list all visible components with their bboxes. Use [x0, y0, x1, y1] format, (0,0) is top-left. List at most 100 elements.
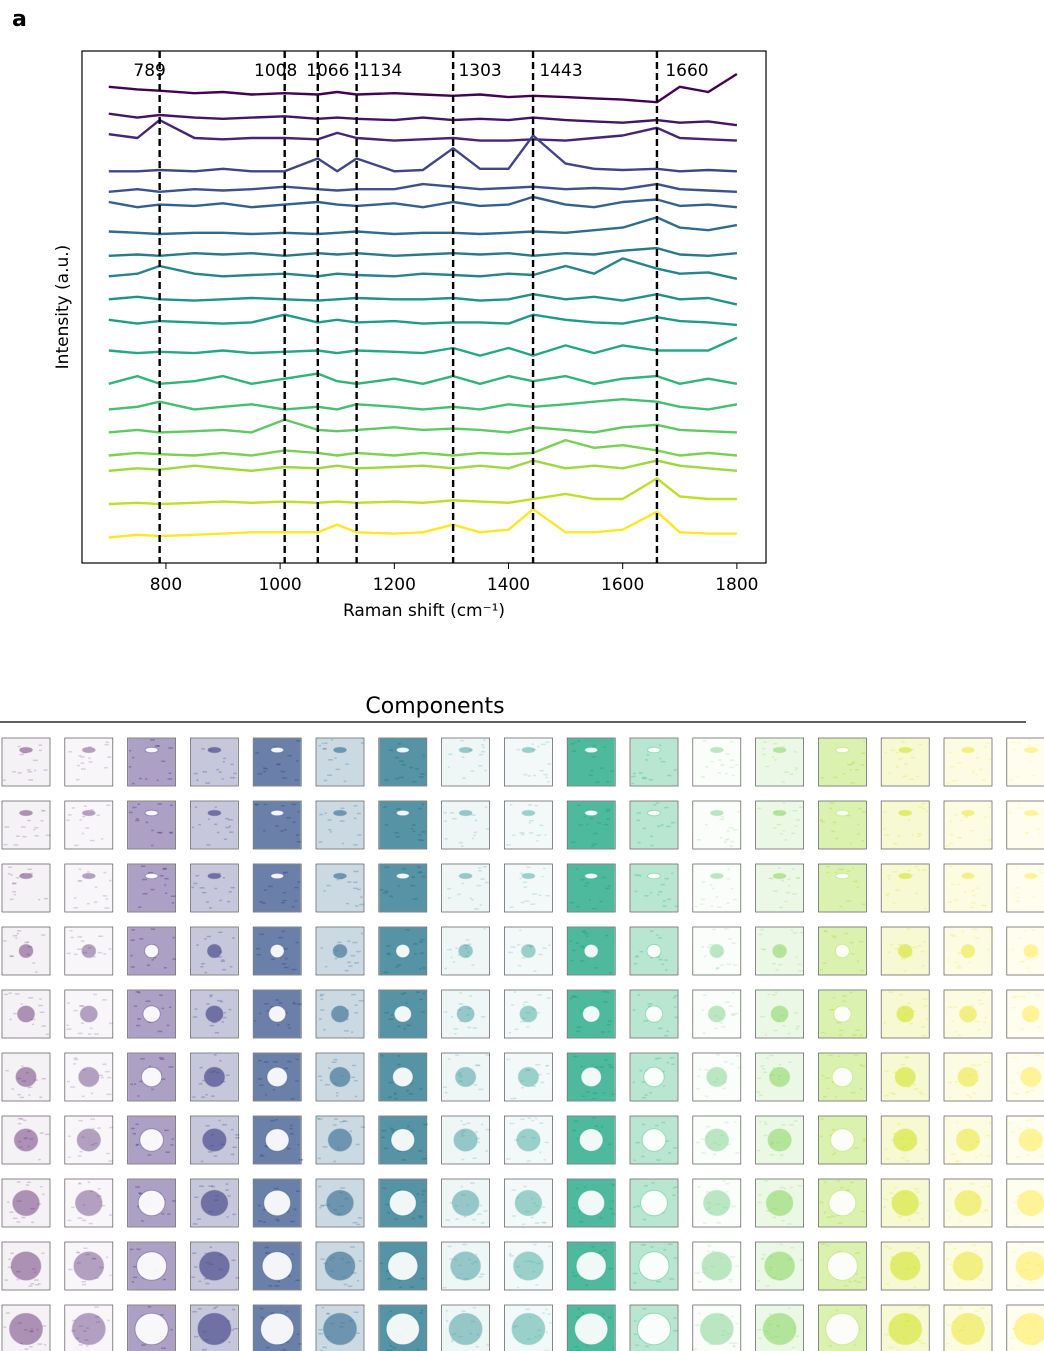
- thumb-noise: [728, 827, 733, 829]
- thumb-noise: [792, 868, 795, 870]
- component-thumbnail: [442, 1305, 490, 1351]
- thumb-noise: [951, 1021, 954, 1023]
- thumb-noise: [283, 892, 286, 894]
- thumb-noise: [644, 1185, 648, 1187]
- thumb-noise: [172, 958, 175, 960]
- thumb-noise: [979, 769, 983, 771]
- thumb-noise: [541, 744, 546, 746]
- thumb-noise: [634, 1160, 636, 1162]
- thumb-noise: [989, 1122, 991, 1124]
- thumb-noise: [758, 934, 762, 936]
- thumb-noise: [71, 1207, 74, 1209]
- thumb-noise: [780, 1244, 783, 1246]
- thumb-noise: [258, 773, 262, 775]
- thumb-noise: [481, 1124, 483, 1126]
- thumb-noise: [922, 869, 926, 871]
- component-thumbnail: [253, 1179, 301, 1227]
- component-thumbnail: [944, 1305, 992, 1351]
- thumb-cell: [388, 1252, 418, 1281]
- thumb-noise: [46, 835, 51, 837]
- thumb-noise: [353, 882, 358, 884]
- thumb-noise: [820, 1202, 823, 1204]
- thumb-noise: [573, 995, 575, 997]
- thumb-noise: [322, 748, 326, 750]
- thumb-noise: [651, 845, 654, 847]
- thumb-noise: [711, 761, 714, 763]
- thumb-noise: [142, 879, 147, 881]
- thumb-noise: [209, 1025, 214, 1027]
- thumb-noise: [824, 930, 827, 932]
- thumb-noise: [886, 895, 889, 897]
- thumb-noise: [719, 759, 722, 761]
- thumb-noise: [44, 769, 48, 771]
- spectrum-line: [109, 258, 737, 278]
- thumb-noise: [480, 878, 484, 880]
- thumb-noise: [951, 884, 956, 886]
- thumb-noise: [322, 743, 324, 745]
- thumb-noise: [545, 834, 547, 836]
- component-thumbnail: [881, 1242, 929, 1290]
- component-thumbnail: [944, 738, 992, 786]
- thumb-noise: [757, 1091, 761, 1093]
- thumb-noise: [19, 754, 24, 756]
- thumb-noise: [712, 888, 714, 890]
- thumb-noise: [405, 929, 410, 931]
- thumb-noise: [521, 834, 524, 836]
- thumb-noise: [826, 866, 830, 868]
- thumb-noise: [673, 997, 676, 999]
- thumb-noise: [225, 827, 229, 829]
- thumb-noise: [829, 808, 832, 810]
- thumb-noise: [455, 1054, 459, 1056]
- peak-label: 1066: [306, 61, 349, 81]
- thumb-noise: [68, 751, 72, 753]
- thumb-noise: [21, 1065, 23, 1067]
- thumb-noise: [327, 775, 332, 777]
- thumb-noise: [81, 1022, 84, 1024]
- thumb-noise: [672, 1195, 676, 1197]
- component-thumbnail: [944, 864, 992, 912]
- thumb-noise: [485, 1150, 488, 1152]
- thumb-cell: [389, 1190, 416, 1215]
- thumb-noise: [354, 1012, 357, 1014]
- thumb-noise: [523, 882, 527, 884]
- thumb-noise: [721, 816, 724, 818]
- thumb-noise: [74, 1059, 78, 1061]
- thumb-background: [3, 865, 50, 912]
- thumb-noise: [839, 1034, 842, 1036]
- thumb-cell: [644, 1067, 664, 1086]
- thumb-noise: [345, 970, 349, 972]
- thumb-noise: [271, 959, 275, 961]
- thumb-noise: [223, 1017, 227, 1019]
- thumb-noise: [948, 1217, 950, 1219]
- thumb-noise: [67, 1028, 72, 1030]
- thumb-noise: [781, 880, 784, 882]
- thumb-noise: [458, 1003, 463, 1005]
- thumb-noise: [12, 771, 16, 773]
- thumb-cell: [584, 944, 598, 957]
- thumb-noise: [277, 1024, 279, 1026]
- thumb-noise: [509, 1255, 514, 1257]
- thumb-noise: [218, 1120, 220, 1122]
- thumb-noise: [81, 940, 85, 942]
- thumb-noise: [510, 906, 514, 908]
- thumb-noise: [577, 1308, 580, 1310]
- thumb-noise: [419, 1217, 423, 1219]
- thumb-noise: [666, 1031, 669, 1033]
- thumb-noise: [506, 1059, 510, 1061]
- thumb-noise: [8, 1258, 11, 1260]
- thumb-noise: [826, 1217, 831, 1219]
- component-thumbnail: [128, 1242, 176, 1290]
- thumb-noise: [264, 804, 267, 806]
- thumb-noise: [1016, 1285, 1021, 1287]
- thumb-noise: [319, 1018, 322, 1020]
- thumb-noise: [204, 938, 207, 940]
- thumb-noise: [833, 997, 835, 999]
- thumb-noise: [773, 1217, 776, 1219]
- thumb-noise: [572, 1130, 576, 1132]
- thumb-cell: [829, 1190, 856, 1215]
- thumb-noise: [657, 894, 659, 896]
- thumb-noise: [1032, 775, 1035, 777]
- spectrum-line: [109, 74, 737, 102]
- thumb-noise: [165, 1151, 170, 1153]
- thumb-noise: [206, 901, 209, 903]
